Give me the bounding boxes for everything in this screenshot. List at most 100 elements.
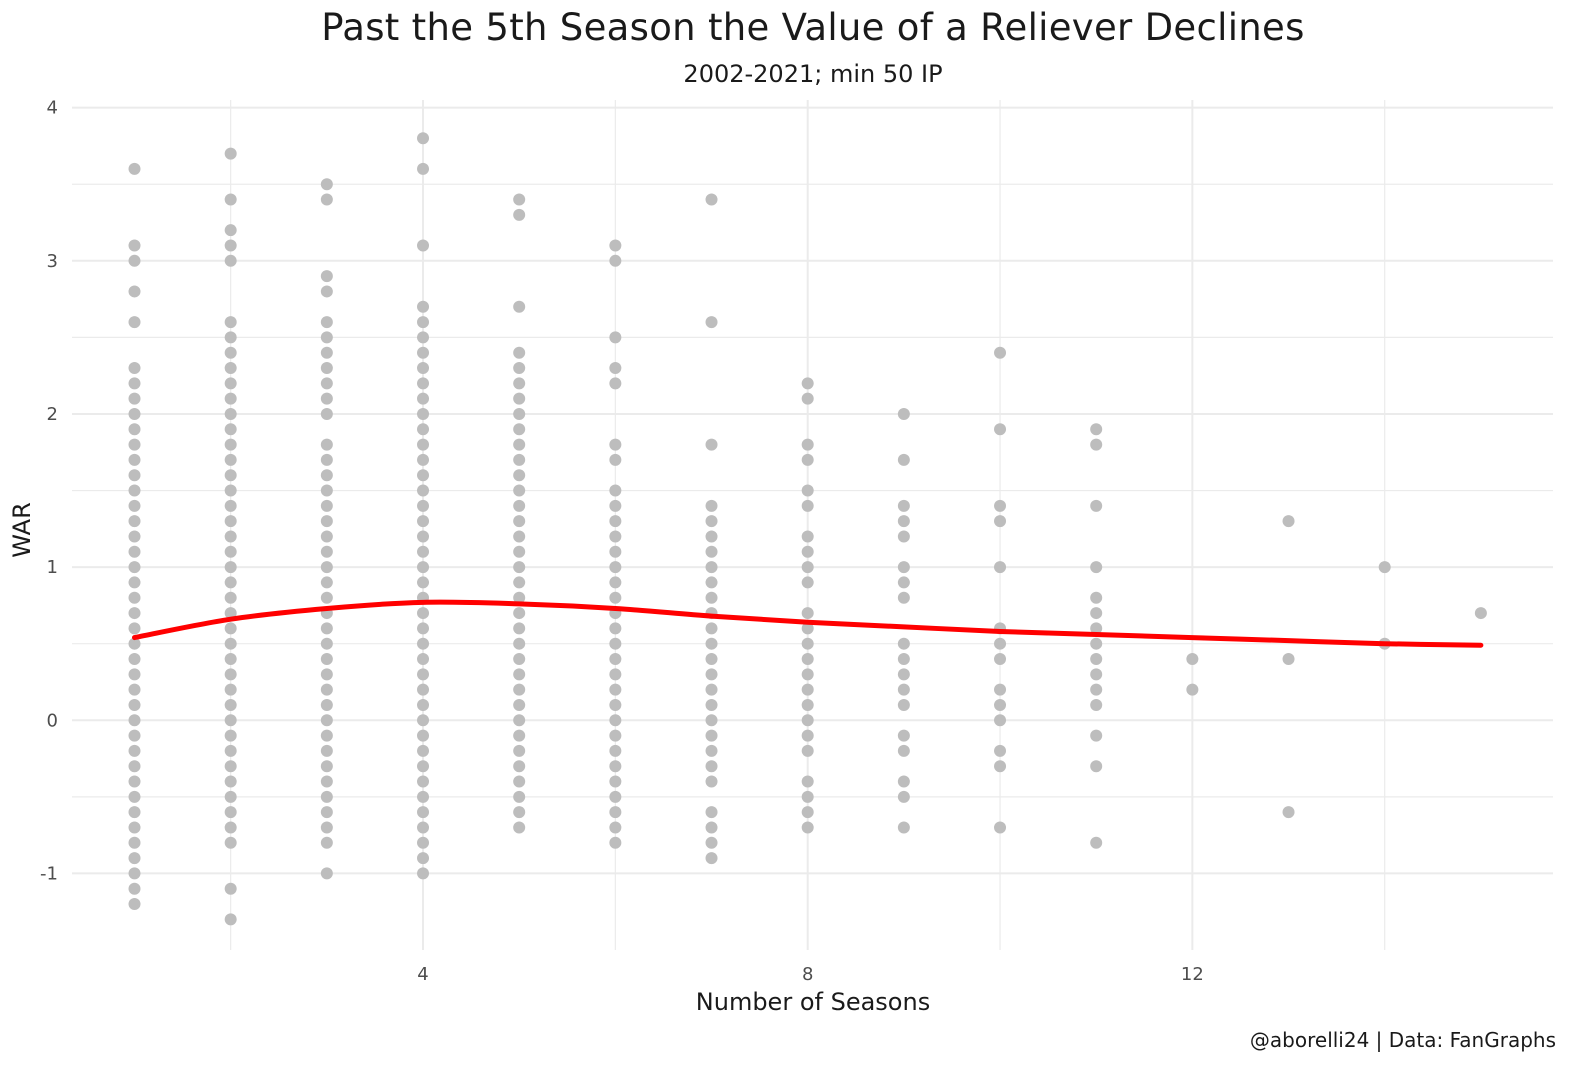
- data-point: [224, 913, 237, 926]
- data-point: [417, 423, 430, 436]
- data-point: [1282, 653, 1295, 666]
- data-point: [705, 591, 718, 604]
- data-point: [801, 484, 814, 497]
- data-point: [705, 545, 718, 558]
- data-point: [1090, 729, 1103, 742]
- y-tick-label: 2: [47, 404, 58, 425]
- data-point: [128, 698, 141, 711]
- data-point: [320, 622, 333, 635]
- data-point: [705, 836, 718, 849]
- data-point: [994, 698, 1007, 711]
- data-point: [994, 499, 1007, 512]
- data-point: [705, 775, 718, 788]
- data-point: [705, 576, 718, 589]
- data-point: [224, 484, 237, 497]
- data-point: [320, 392, 333, 405]
- y-tick-label: -1: [40, 863, 58, 884]
- data-point: [609, 453, 622, 466]
- data-point: [1090, 607, 1103, 620]
- data-point: [224, 254, 237, 267]
- data-point: [513, 407, 526, 420]
- data-point: [417, 453, 430, 466]
- data-point: [609, 377, 622, 390]
- chart-title: Past the 5th Season the Value of a Relie…: [321, 6, 1305, 49]
- data-point: [513, 423, 526, 436]
- data-point: [609, 239, 622, 252]
- data-point: [609, 484, 622, 497]
- data-point: [513, 545, 526, 558]
- data-point: [320, 653, 333, 666]
- data-point: [897, 729, 910, 742]
- data-point: [513, 576, 526, 589]
- data-point: [513, 392, 526, 405]
- data-point: [224, 760, 237, 773]
- data-point: [801, 653, 814, 666]
- data-point: [224, 423, 237, 436]
- data-point: [128, 254, 141, 267]
- data-point: [994, 683, 1007, 696]
- data-point: [609, 637, 622, 650]
- data-point: [801, 561, 814, 574]
- data-point: [320, 806, 333, 819]
- data-point: [994, 423, 1007, 436]
- data-point: [1186, 683, 1199, 696]
- data-point: [705, 806, 718, 819]
- data-point: [609, 561, 622, 574]
- data-point: [705, 683, 718, 696]
- data-point: [417, 806, 430, 819]
- data-point: [224, 622, 237, 635]
- data-point: [128, 316, 141, 329]
- data-point: [128, 821, 141, 834]
- data-point: [513, 515, 526, 528]
- data-point: [417, 637, 430, 650]
- data-point: [897, 561, 910, 574]
- data-point: [224, 683, 237, 696]
- data-point: [897, 515, 910, 528]
- data-point: [128, 591, 141, 604]
- data-point: [320, 714, 333, 727]
- data-point: [801, 453, 814, 466]
- data-point: [128, 852, 141, 865]
- data-point: [128, 576, 141, 589]
- data-point: [224, 499, 237, 512]
- data-point: [513, 591, 526, 604]
- data-point: [801, 714, 814, 727]
- data-point: [320, 270, 333, 283]
- data-point: [609, 622, 622, 635]
- data-point: [128, 790, 141, 803]
- data-point: [1090, 683, 1103, 696]
- data-point: [128, 775, 141, 788]
- data-point: [513, 300, 526, 313]
- data-point: [513, 193, 526, 206]
- data-point: [224, 882, 237, 895]
- data-point: [128, 714, 141, 727]
- data-point: [801, 607, 814, 620]
- x-tick-label: 8: [802, 964, 813, 985]
- data-point: [128, 607, 141, 620]
- data-point: [320, 545, 333, 558]
- data-point: [609, 821, 622, 834]
- data-point: [609, 591, 622, 604]
- data-point: [417, 821, 430, 834]
- data-point: [801, 668, 814, 681]
- data-point: [128, 561, 141, 574]
- data-point: [320, 484, 333, 497]
- data-point: [897, 576, 910, 589]
- data-point: [705, 714, 718, 727]
- data-point: [705, 668, 718, 681]
- data-point: [417, 790, 430, 803]
- data-point: [320, 836, 333, 849]
- data-point: [609, 683, 622, 696]
- data-point: [320, 530, 333, 543]
- data-point: [417, 515, 430, 528]
- data-point: [1282, 515, 1295, 528]
- data-point: [513, 622, 526, 635]
- data-point: [705, 622, 718, 635]
- data-point: [320, 515, 333, 528]
- data-point: [417, 744, 430, 757]
- data-point: [705, 852, 718, 865]
- data-point: [994, 744, 1007, 757]
- data-point: [320, 561, 333, 574]
- data-point: [128, 469, 141, 482]
- data-point: [128, 407, 141, 420]
